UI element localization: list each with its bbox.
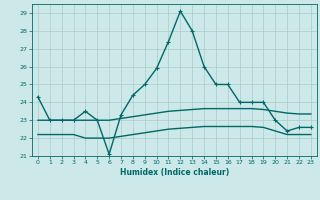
- X-axis label: Humidex (Indice chaleur): Humidex (Indice chaleur): [120, 168, 229, 177]
